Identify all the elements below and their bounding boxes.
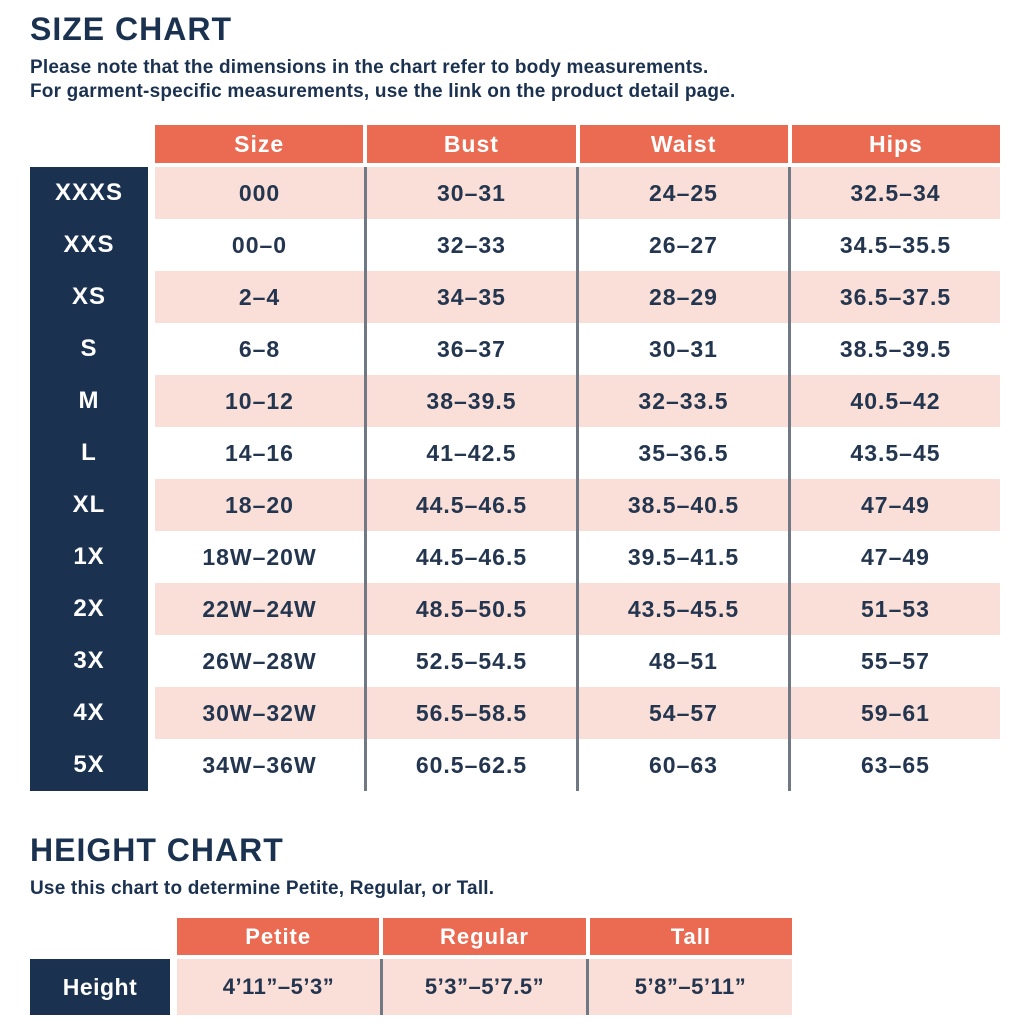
size-row-label: 5X (30, 739, 148, 791)
table-row: XL 18–20 44.5–46.5 38.5–40.5 47–49 (30, 479, 1000, 531)
waist-cell: 38.5–40.5 (576, 479, 788, 531)
table-row: 2X 22W–24W 48.5–50.5 43.5–45.5 51–53 (30, 583, 1000, 635)
hips-cell: 34.5–35.5 (788, 219, 1000, 271)
size-cell: 34W–36W (155, 739, 364, 791)
hips-cell: 40.5–42 (788, 375, 1000, 427)
hips-cell: 43.5–45 (788, 427, 1000, 479)
height-table-header-row: Petite Regular Tall (177, 918, 792, 955)
bust-cell: 48.5–50.5 (364, 583, 576, 635)
size-row-label: 4X (30, 687, 148, 739)
size-cell: 10–12 (155, 375, 364, 427)
bust-cell: 41–42.5 (364, 427, 576, 479)
bust-cell: 32–33 (364, 219, 576, 271)
size-row-label: M (30, 375, 148, 427)
bust-cell: 36–37 (364, 323, 576, 375)
size-cell: 22W–24W (155, 583, 364, 635)
size-chart-title: SIZE CHART (30, 11, 232, 47)
size-row-label: S (30, 323, 148, 375)
table-row: S 6–8 36–37 30–31 38.5–39.5 (30, 323, 1000, 375)
size-cell: 18–20 (155, 479, 364, 531)
hips-cell: 32.5–34 (788, 167, 1000, 219)
size-cell: 6–8 (155, 323, 364, 375)
table-row: L 14–16 41–42.5 35–36.5 43.5–45 (30, 427, 1000, 479)
height-chart-subtitle: Use this chart to determine Petite, Regu… (30, 878, 495, 899)
bust-cell: 38–39.5 (364, 375, 576, 427)
size-row-label: L (30, 427, 148, 479)
hips-cell: 38.5–39.5 (788, 323, 1000, 375)
height-chart-table: Petite Regular Tall Height 4’11”–5’3” 5’… (30, 918, 792, 1015)
size-row-label: XXS (30, 219, 148, 271)
height-row-label: Height (30, 959, 170, 1015)
waist-cell: 43.5–45.5 (576, 583, 788, 635)
header-cell-waist: Waist (575, 125, 788, 163)
size-cell: 000 (155, 167, 364, 219)
size-row-label: XL (30, 479, 148, 531)
header-cell-size: Size (155, 125, 364, 163)
table-row: M 10–12 38–39.5 32–33.5 40.5–42 (30, 375, 1000, 427)
petite-range-cell: 4’11”–5’3” (177, 959, 380, 1015)
waist-cell: 26–27 (576, 219, 788, 271)
size-cell: 14–16 (155, 427, 364, 479)
size-cell: 00–0 (155, 219, 364, 271)
waist-cell: 32–33.5 (576, 375, 788, 427)
height-chart-section: HEIGHT CHART Use this chart to determine… (30, 831, 1000, 1015)
hips-cell: 36.5–37.5 (788, 271, 1000, 323)
size-chart-table: Size Bust Waist Hips XXXS 000 30–31 24–2… (30, 125, 1000, 791)
bust-cell: 44.5–46.5 (364, 479, 576, 531)
bust-cell: 56.5–58.5 (364, 687, 576, 739)
table-row: 5X 34W–36W 60.5–62.5 60–63 63–65 (30, 739, 1000, 791)
size-row-label: XS (30, 271, 148, 323)
bust-cell: 30–31 (364, 167, 576, 219)
hips-cell: 47–49 (788, 479, 1000, 531)
hips-cell: 63–65 (788, 739, 1000, 791)
bust-cell: 44.5–46.5 (364, 531, 576, 583)
size-cell: 26W–28W (155, 635, 364, 687)
size-chart-section: SIZE CHART Please note that the dimensio… (30, 10, 1000, 791)
table-row: XS 2–4 34–35 28–29 36.5–37.5 (30, 271, 1000, 323)
hips-cell: 59–61 (788, 687, 1000, 739)
height-chart-title: HEIGHT CHART (30, 832, 284, 868)
size-cell: 30W–32W (155, 687, 364, 739)
size-table-header-row: Size Bust Waist Hips (155, 125, 1000, 163)
regular-range-cell: 5’3”–5’7.5” (380, 959, 586, 1015)
waist-cell: 24–25 (576, 167, 788, 219)
table-row: XXS 00–0 32–33 26–27 34.5–35.5 (30, 219, 1000, 271)
waist-cell: 60–63 (576, 739, 788, 791)
size-row-label: 3X (30, 635, 148, 687)
waist-cell: 39.5–41.5 (576, 531, 788, 583)
waist-cell: 48–51 (576, 635, 788, 687)
hips-cell: 47–49 (788, 531, 1000, 583)
bust-cell: 52.5–54.5 (364, 635, 576, 687)
table-row: XXXS 000 30–31 24–25 32.5–34 (30, 167, 1000, 219)
bust-cell: 60.5–62.5 (364, 739, 576, 791)
size-cell: 2–4 (155, 271, 364, 323)
header-cell-regular: Regular (379, 918, 586, 955)
table-row: 3X 26W–28W 52.5–54.5 48–51 55–57 (30, 635, 1000, 687)
table-row: 1X 18W–20W 44.5–46.5 39.5–41.5 47–49 (30, 531, 1000, 583)
waist-cell: 30–31 (576, 323, 788, 375)
header-cell-bust: Bust (363, 125, 576, 163)
tall-range-cell: 5’8”–5’11” (586, 959, 792, 1015)
hips-cell: 55–57 (788, 635, 1000, 687)
size-row-label: XXXS (30, 167, 148, 219)
header-cell-petite: Petite (177, 918, 380, 955)
table-row: 4X 30W–32W 56.5–58.5 54–57 59–61 (30, 687, 1000, 739)
table-row: Height 4’11”–5’3” 5’3”–5’7.5” 5’8”–5’11” (30, 959, 792, 1015)
size-cell: 18W–20W (155, 531, 364, 583)
hips-cell: 51–53 (788, 583, 1000, 635)
waist-cell: 35–36.5 (576, 427, 788, 479)
size-row-label: 1X (30, 531, 148, 583)
size-chart-subtitle-line1: Please note that the dimensions in the c… (30, 57, 709, 78)
waist-cell: 28–29 (576, 271, 788, 323)
size-chart-subtitle-line2: For garment-specific measurements, use t… (30, 81, 736, 102)
bust-cell: 34–35 (364, 271, 576, 323)
header-cell-tall: Tall (585, 918, 792, 955)
waist-cell: 54–57 (576, 687, 788, 739)
size-row-label: 2X (30, 583, 148, 635)
header-cell-hips: Hips (787, 125, 1000, 163)
